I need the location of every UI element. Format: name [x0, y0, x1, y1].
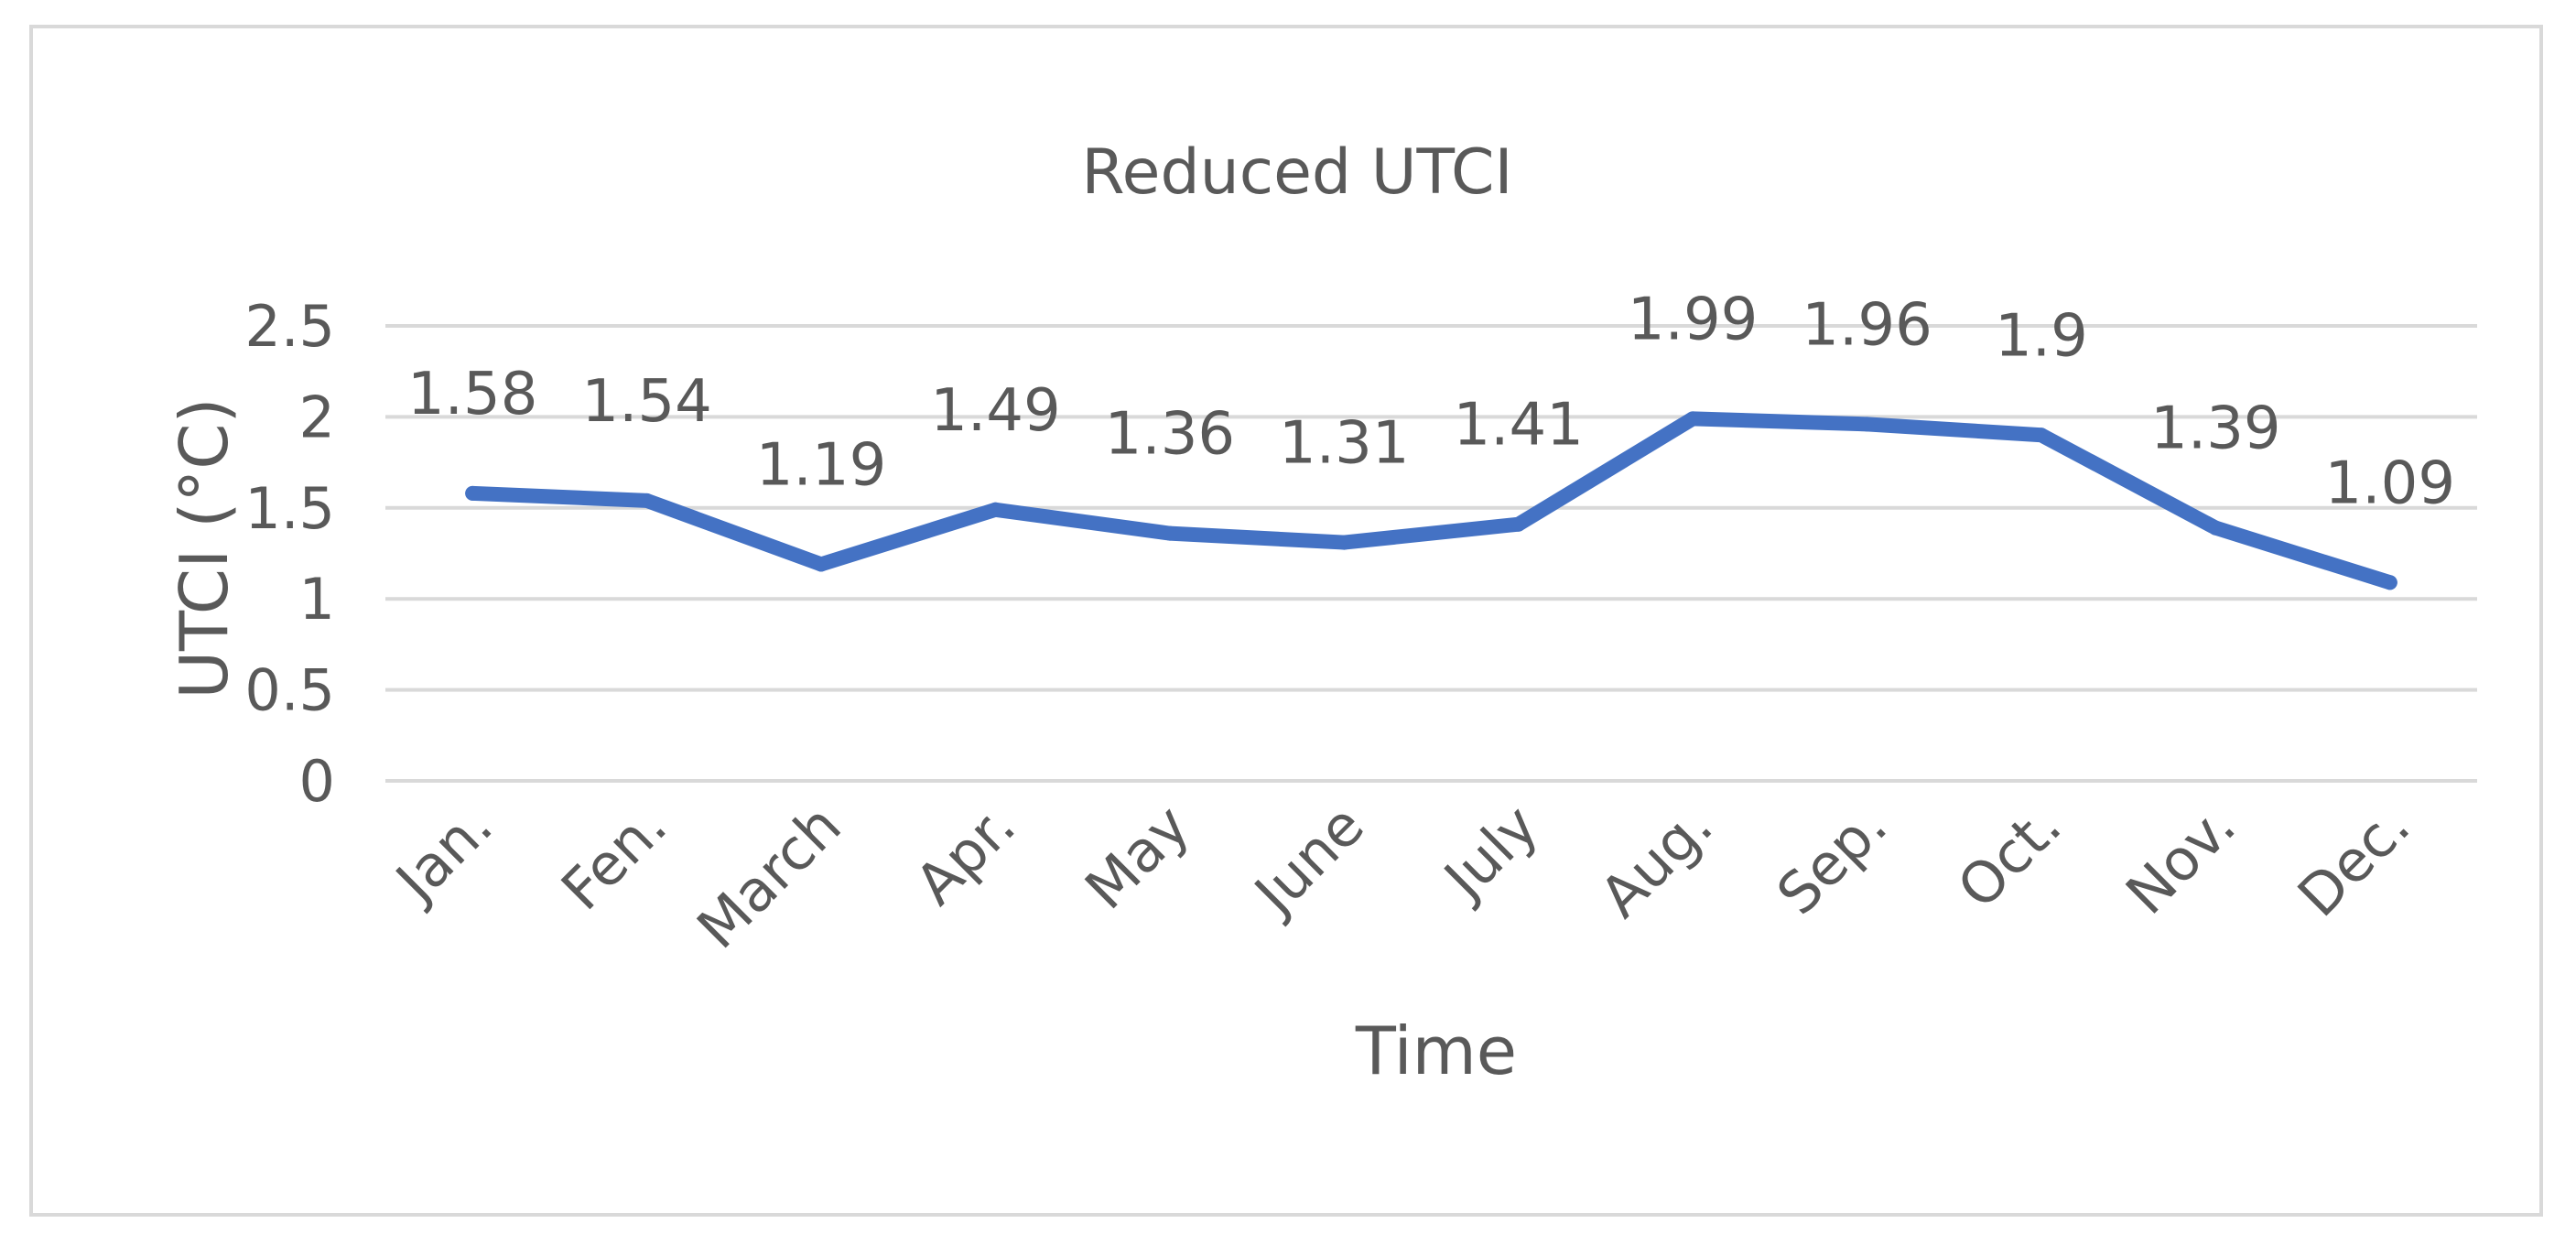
x-tick-label: Dec.	[2285, 792, 2422, 929]
y-tick-label: 0.5	[244, 657, 335, 724]
data-point	[1162, 525, 1177, 541]
y-tick-label: 0	[299, 748, 335, 815]
x-tick-label: Sep.	[1764, 792, 1900, 927]
x-tick-label: Fen.	[548, 792, 679, 923]
data-label: 1.58	[407, 361, 538, 428]
data-label: 1.96	[1802, 291, 1932, 359]
y-tick-label: 2	[299, 384, 335, 450]
y-axis-ticks: 0 0.5 1 1.5 2 2.5	[244, 293, 335, 815]
x-axis-title: Time	[1355, 1012, 1517, 1089]
data-point	[2208, 520, 2224, 536]
data-label: 1.99	[1628, 286, 1759, 353]
x-tick-label: Jan.	[381, 792, 505, 916]
data-point	[1685, 411, 1701, 427]
data-label: 1.39	[2150, 395, 2281, 463]
y-tick-label: 1.5	[244, 475, 335, 542]
data-label: 1.19	[756, 431, 887, 499]
data-label: 1.49	[930, 377, 1061, 445]
data-label: 1.41	[1453, 392, 1584, 460]
x-tick-label: May	[1072, 792, 1202, 922]
data-label: 1.09	[2325, 449, 2456, 517]
y-tick-label: 2.5	[244, 293, 335, 360]
x-axis-ticks: Jan. Fen. March Apr. May June July Aug. Sep. Oct.…	[381, 792, 2423, 961]
data-label: 1.31	[1279, 410, 1410, 478]
data-label: 1.9	[1995, 302, 2088, 370]
data-label: 1.36	[1105, 401, 1236, 469]
gridlines	[385, 324, 2477, 783]
data-point	[639, 493, 655, 508]
x-tick-label: Apr.	[903, 792, 1028, 917]
x-tick-label: March	[684, 792, 853, 961]
line-chart: Reduced UTCI 0 0.5 1 1.5 2 2.5 Jan. Fen. March A…	[166, 136, 2477, 1089]
series-line	[465, 411, 2397, 590]
data-point	[1510, 516, 1526, 532]
data-labels: 1.58 1.54 1.19 1.49 1.36 1.31 1.41 1.99 1.96 1.9 1…	[407, 286, 2455, 517]
x-tick-label: Oct.	[1944, 792, 2073, 921]
data-point	[465, 485, 481, 501]
data-point	[1337, 535, 1352, 550]
x-tick-label: June	[1239, 792, 1377, 929]
data-point	[2033, 428, 2049, 443]
y-tick-label: 1	[299, 566, 335, 633]
chart-title: Reduced UTCI	[1081, 136, 1512, 209]
x-tick-label: Nov.	[2113, 792, 2248, 927]
data-point	[988, 502, 1003, 517]
data-label: 1.54	[581, 368, 712, 436]
x-tick-label: July	[1429, 792, 1551, 914]
data-point	[1859, 417, 1875, 432]
data-point	[814, 557, 829, 572]
series-line-group	[465, 411, 2397, 590]
x-tick-label: Aug.	[1587, 792, 1726, 930]
chart-frame: Reduced UTCI 0 0.5 1 1.5 2 2.5 Jan. Fen. March A…	[29, 25, 2543, 1217]
y-axis-title: UTCI (°C)	[166, 397, 243, 698]
data-point	[2382, 575, 2397, 590]
